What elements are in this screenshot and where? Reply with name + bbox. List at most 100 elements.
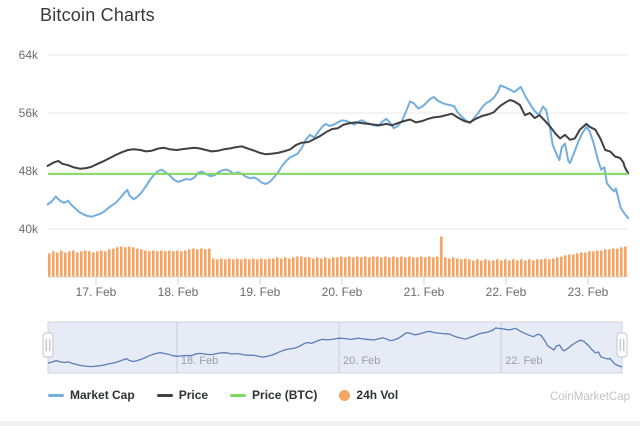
volume-bar [60, 250, 63, 277]
volume-bar [296, 256, 299, 277]
coinmarketcap-watermark: CoinMarketCap [550, 391, 630, 403]
volume-bar [96, 251, 99, 277]
volume-bar [244, 258, 247, 277]
volume-bar [536, 259, 539, 277]
volume-bar [444, 257, 447, 277]
volume-bar [476, 259, 479, 277]
volume-bar [584, 252, 587, 277]
price-btc-line-marker [230, 393, 247, 397]
volume-bar [140, 249, 143, 277]
volume-bar [504, 259, 507, 277]
navigator-handle-left-grip[interactable] [42, 332, 54, 358]
page-bottom-strip [0, 421, 640, 426]
volume-bar [616, 248, 619, 277]
navigator-handle-right-grip[interactable] [616, 332, 628, 358]
volume-bar [180, 251, 183, 277]
navigator-date-label: 22. Feb [505, 355, 542, 367]
volume-bar [80, 251, 83, 277]
volume-bar [468, 259, 471, 277]
volume-bar [488, 260, 491, 277]
volume-bar [288, 258, 291, 277]
volume-bar [508, 260, 511, 277]
volume-bar [52, 251, 55, 277]
y-tick-label: 48k [19, 164, 39, 178]
volume-bar [412, 257, 415, 277]
volume-bar [176, 250, 179, 277]
volume-bar [120, 246, 123, 277]
volume-bar [108, 249, 111, 277]
volume-bar [620, 247, 623, 277]
volume-bar [280, 258, 283, 277]
volume-bar [576, 253, 579, 277]
legend-item-price-btc[interactable]: Price (BTC) [230, 388, 317, 402]
volume-bar [432, 257, 435, 277]
volume-bar [68, 251, 71, 277]
navigator-date-label: 18. Feb [181, 355, 218, 367]
volume-bar [548, 259, 551, 277]
volume-bar [312, 258, 315, 277]
volume-bar [448, 258, 451, 277]
volume-bar [172, 251, 175, 277]
volume-bar [552, 258, 555, 277]
volume-bar [496, 259, 499, 277]
volume-bar [364, 256, 367, 277]
price-line [46, 99, 630, 175]
volume-bar [316, 257, 319, 277]
volume-bar [500, 260, 503, 277]
volume-bar [328, 258, 331, 277]
x-tick-label: 21. Feb [404, 285, 445, 299]
volume-bar [148, 251, 151, 277]
legend-label-price-btc: Price (BTC) [252, 388, 318, 402]
volume-bar [568, 254, 571, 277]
navigator-handle-left[interactable] [42, 332, 54, 358]
volume-bar [348, 256, 351, 277]
volume-bar [588, 251, 591, 277]
volume-bar [512, 259, 515, 277]
volume-bar [352, 257, 355, 277]
volume-bar [48, 253, 51, 277]
volume-bar [524, 260, 527, 277]
volume-bar [84, 250, 87, 277]
volume-bar [144, 250, 147, 277]
volume-bar [304, 257, 307, 277]
volume-bar [544, 258, 547, 277]
volume-bar [340, 256, 343, 277]
volume-bar [596, 250, 599, 277]
volume-bar [272, 258, 275, 277]
volume-bar [528, 259, 531, 277]
volume-bar [116, 247, 119, 277]
volume-bar [484, 259, 487, 277]
volume-bar [376, 256, 379, 277]
legend-item-24h-vol[interactable]: 24h Vol [339, 388, 398, 402]
volume-bar [532, 260, 535, 277]
legend-item-market-cap[interactable]: Market Cap [48, 388, 135, 402]
x-tick-label: 20. Feb [322, 285, 363, 299]
volume-bar [428, 256, 431, 277]
volume-bar [408, 256, 411, 277]
navigator-handle-right[interactable] [616, 332, 628, 358]
legend-label-market-cap: Market Cap [70, 388, 135, 402]
volume-bar [228, 258, 231, 277]
volume-bar [420, 256, 423, 277]
volume-bar [208, 248, 211, 277]
y-tick-label: 56k [19, 106, 39, 120]
volume-bar [184, 250, 187, 277]
volume-bar [72, 250, 75, 277]
navigator-selected-range[interactable] [47, 321, 623, 374]
volume-bar [64, 252, 67, 277]
legend-item-price[interactable]: Price [156, 388, 209, 402]
volume-bar [192, 248, 195, 277]
volume-bar [164, 251, 167, 277]
volume-bar [56, 252, 59, 277]
x-tick-label: 19. Feb [240, 285, 281, 299]
legend-label-price: Price [178, 388, 209, 402]
volume-bar [132, 247, 135, 277]
volume-bar [400, 256, 403, 277]
volume-bar [160, 250, 163, 277]
volume-bar [308, 257, 311, 277]
y-tick-label: 64k [19, 48, 39, 62]
volume-bar [92, 252, 95, 277]
volume-bar [212, 258, 215, 277]
volume-bar [152, 250, 155, 277]
